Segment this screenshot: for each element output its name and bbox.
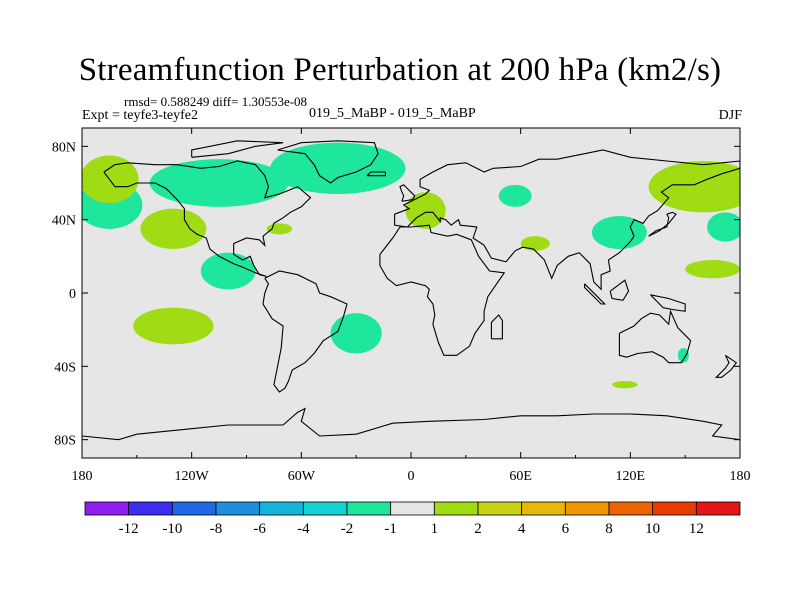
colorbar-label: 2 <box>474 521 482 537</box>
contour-region-3 <box>270 142 406 194</box>
colorbar-label: 8 <box>605 521 613 537</box>
coastline-arctic-islands <box>191 140 284 158</box>
contour-region-5 <box>498 184 532 207</box>
y-axis: 80N 40N 0 40S 80S <box>52 140 740 449</box>
colorbar-box <box>477 501 523 516</box>
x-tick-label: 180 <box>730 469 751 484</box>
contour-region-17 <box>612 381 638 389</box>
colorbar-box <box>84 501 130 516</box>
coastline-south-america <box>262 270 348 393</box>
contour-regions <box>82 142 740 389</box>
colorbar-label: -1 <box>384 521 397 537</box>
coastline-north-america <box>103 160 312 278</box>
contour-region-15 <box>648 161 740 213</box>
y-tick-label: 0 <box>69 287 76 302</box>
coastline-sumatra <box>584 283 607 305</box>
contour-region-1 <box>200 252 256 290</box>
y-tick-label: 40S <box>54 360 76 375</box>
chart-title: Streamfunction Perturbation at 200 hPa (… <box>78 52 722 88</box>
coastline-antarctica <box>82 407 740 441</box>
x-tick-label: 120E <box>616 469 646 484</box>
contour-region-9 <box>82 155 139 204</box>
colorbar-box <box>695 501 741 516</box>
x-tick-label: 60E <box>509 469 532 484</box>
contour-region-13 <box>405 192 446 229</box>
contour-region-10 <box>140 208 207 249</box>
stats-line: rmsd= 0.588249 diff= 1.30553e-08 <box>124 94 308 109</box>
coastline-africa <box>379 224 506 356</box>
coastline-madagascar <box>490 314 503 340</box>
contour-region-8 <box>677 348 689 363</box>
contour-region-12 <box>266 223 293 235</box>
y-tick-label: 80S <box>54 434 76 449</box>
contour-region-4 <box>330 313 382 354</box>
colorbar-label: 12 <box>689 521 704 537</box>
contour-region-11 <box>133 307 214 345</box>
contour-region-6 <box>591 216 647 249</box>
coastline-eurasia <box>394 149 740 291</box>
coastline-japan <box>648 211 677 237</box>
contour-region-2 <box>149 159 289 207</box>
colorbar-box <box>564 501 610 516</box>
colorbar-box <box>521 501 566 516</box>
coastline-new-zealand <box>714 354 738 378</box>
x-tick-label: 0 <box>408 469 415 484</box>
y-tick-label: 40N <box>52 214 76 229</box>
colorbar-box <box>346 501 392 516</box>
colorbar-label: -6 <box>253 521 266 537</box>
colorbar-label: -12 <box>119 521 139 537</box>
coastline-iceland <box>366 171 386 177</box>
contour-region-14 <box>520 236 550 251</box>
colorbar-label: -10 <box>162 521 182 537</box>
colorbar-label: 4 <box>518 521 526 537</box>
coastline-great-britain <box>399 184 416 202</box>
coastline-borneo <box>609 279 630 301</box>
colorbar-box <box>215 501 261 516</box>
contour-region-16 <box>685 260 740 279</box>
colorbar-label: 6 <box>562 521 570 537</box>
colorbar-box <box>128 501 173 516</box>
colorbar-label: -8 <box>210 521 223 537</box>
colorbar-box <box>259 501 304 516</box>
x-tick-label: 180 <box>72 469 93 484</box>
x-tick-label: 60W <box>288 469 316 484</box>
colorbar-label: -4 <box>297 521 310 537</box>
colorbar-box <box>390 501 435 516</box>
case-label: 019_5_MaBP - 019_5_MaBP <box>309 106 476 121</box>
colorbar-label: 1 <box>431 521 439 537</box>
coastline-greenland <box>277 140 379 184</box>
experiment-label: Expt = teyfe3-teyfe2 <box>82 108 198 123</box>
season-label: DJF <box>718 108 742 123</box>
y-tick-label: 80N <box>52 140 76 155</box>
contour-region-7 <box>707 212 740 242</box>
colorbar-label: 10 <box>645 521 660 537</box>
colorbar-box <box>171 501 217 516</box>
colorbar-box <box>608 501 654 516</box>
coastline-australia <box>618 309 692 364</box>
colorbar-label: -2 <box>341 521 354 537</box>
x-axis: 180 120W 60W 0 60E 120E 180 <box>72 128 751 484</box>
colorbar-box <box>302 501 348 516</box>
coastlines <box>82 140 740 441</box>
coastline-new-guinea <box>650 294 686 312</box>
x-tick-label: 120W <box>175 469 210 484</box>
colorbar-box <box>433 501 479 516</box>
colorbar-box <box>652 501 697 516</box>
colorbar: -12 -10 -8 -6 -4 -2 -1 1 2 4 6 8 10 12 <box>84 501 741 537</box>
